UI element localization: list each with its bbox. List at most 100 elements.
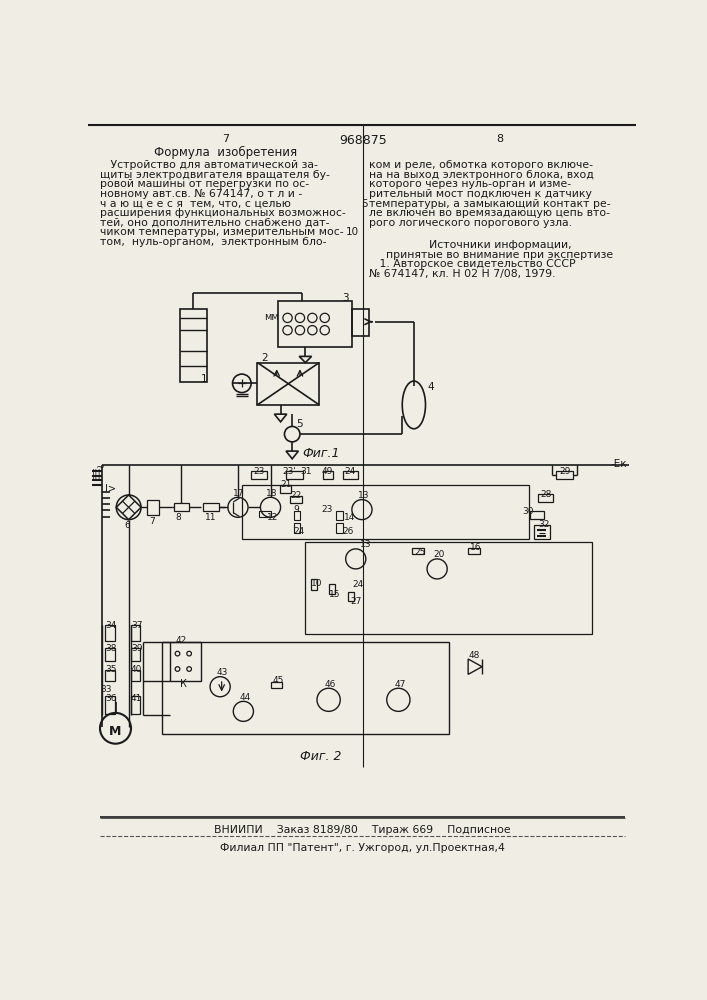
Text: 10: 10 — [311, 579, 322, 588]
Text: 27: 27 — [351, 597, 362, 606]
Bar — [534, 525, 549, 539]
Bar — [337, 523, 343, 533]
Text: 41: 41 — [131, 694, 142, 703]
Bar — [174, 503, 189, 511]
Text: ВНИИПИ    Заказ 8189/80    Тираж 669    Подписное: ВНИИПИ Заказ 8189/80 Тираж 669 Подписное — [214, 825, 511, 835]
Bar — [271, 682, 282, 688]
Text: 45: 45 — [273, 676, 284, 685]
Text: 31: 31 — [300, 466, 312, 476]
Text: 35: 35 — [105, 665, 117, 674]
Text: чиком температуры, измерительным мос-: чиком температуры, измерительным мос- — [100, 227, 344, 237]
Text: 12: 12 — [267, 513, 278, 522]
Bar — [105, 696, 115, 714]
Text: рого логического порогового узла.: рого логического порогового узла. — [369, 218, 572, 228]
Text: Фиг.1: Фиг.1 — [302, 447, 339, 460]
Bar — [468, 548, 480, 554]
Text: 16: 16 — [469, 544, 481, 552]
Text: 39: 39 — [131, 644, 143, 653]
Bar — [412, 548, 424, 554]
Text: 24: 24 — [352, 580, 363, 589]
Text: 34: 34 — [105, 620, 117, 630]
Text: ком и реле, обмотка которого включе-: ком и реле, обмотка которого включе- — [369, 160, 593, 170]
Text: № 674147, кл. Н 02 Н 7/08, 1979.: № 674147, кл. Н 02 Н 7/08, 1979. — [369, 269, 556, 279]
Text: температуры, а замыкающий контакт ре-: температуры, а замыкающий контакт ре- — [369, 199, 611, 209]
Text: которого через нуль-орган и изме-: которого через нуль-орган и изме- — [369, 179, 571, 189]
Text: 23': 23' — [282, 466, 296, 476]
Text: 28: 28 — [540, 490, 551, 499]
Text: 1: 1 — [201, 374, 207, 384]
Text: 10: 10 — [346, 227, 359, 237]
Bar — [131, 696, 140, 714]
Text: 44: 44 — [240, 693, 251, 702]
Text: 11: 11 — [204, 513, 216, 522]
Text: 36: 36 — [105, 694, 117, 703]
Text: 4: 4 — [428, 382, 434, 392]
Text: новному авт.св. № 674147, о т л и -: новному авт.св. № 674147, о т л и - — [100, 189, 303, 199]
Text: Формула  изобретения: Формула изобретения — [154, 146, 297, 159]
Text: 17: 17 — [233, 489, 245, 498]
Bar — [556, 471, 573, 479]
Text: 40: 40 — [131, 665, 142, 674]
Text: 46: 46 — [325, 680, 336, 689]
Bar — [131, 625, 140, 641]
Text: 13: 13 — [360, 540, 371, 549]
Text: 42: 42 — [175, 636, 187, 645]
Text: тей, оно дополнительно снабжено дат-: тей, оно дополнительно снабжено дат- — [100, 218, 329, 228]
Bar — [105, 648, 115, 661]
Text: 23: 23 — [321, 505, 332, 514]
Text: 24: 24 — [293, 527, 305, 536]
Bar — [286, 471, 303, 479]
Text: 29: 29 — [559, 466, 571, 476]
Text: Фиг. 2: Фиг. 2 — [300, 750, 341, 763]
Text: 1. Авторское свидетельство СССР: 1. Авторское свидетельство СССР — [369, 259, 575, 269]
Text: К: К — [180, 679, 187, 689]
Bar — [105, 625, 115, 641]
Text: 8: 8 — [175, 513, 181, 522]
Text: 6: 6 — [125, 521, 131, 530]
Bar — [251, 471, 267, 479]
Text: ~: ~ — [96, 463, 105, 473]
Bar — [329, 584, 335, 594]
Text: 13: 13 — [358, 491, 370, 500]
Text: 20: 20 — [433, 550, 445, 559]
Text: 48: 48 — [468, 651, 479, 660]
Text: 5: 5 — [296, 419, 303, 429]
Bar — [352, 309, 369, 336]
Bar — [293, 511, 300, 520]
Bar — [279, 301, 352, 347]
Bar — [146, 500, 159, 515]
Bar — [280, 485, 291, 493]
Text: Источники информации,: Источники информации, — [428, 240, 571, 250]
Text: на на выход электронного блока, вход: на на выход электронного блока, вход — [369, 170, 594, 180]
Text: 49: 49 — [322, 466, 333, 476]
Bar — [203, 503, 218, 511]
Bar — [242, 485, 529, 539]
Bar — [530, 511, 544, 519]
Text: 5: 5 — [361, 199, 368, 209]
Text: -Ек: -Ек — [610, 459, 627, 469]
Text: принятые во внимание при экспертизе: принятые во внимание при экспертизе — [386, 250, 614, 260]
Text: 9: 9 — [293, 505, 300, 514]
Text: 47: 47 — [395, 680, 406, 689]
Text: 968875: 968875 — [339, 134, 387, 147]
Bar — [337, 511, 343, 520]
Text: 15: 15 — [329, 590, 340, 599]
Text: 7: 7 — [222, 134, 229, 144]
Bar — [305, 542, 592, 634]
Text: 23: 23 — [253, 466, 265, 476]
Text: 37: 37 — [131, 620, 143, 630]
Bar — [180, 309, 207, 382]
Text: Филиал ПП "Патент", г. Ужгород, ул.Проектная,4: Филиал ПП "Патент", г. Ужгород, ул.Проек… — [221, 843, 506, 853]
Bar — [290, 496, 301, 503]
Bar — [311, 579, 317, 590]
Bar — [259, 511, 271, 517]
Bar — [105, 670, 115, 681]
Text: 38: 38 — [105, 644, 117, 653]
Bar — [343, 471, 358, 479]
Text: 43: 43 — [216, 668, 228, 677]
Text: ровой машины от перегрузки по ос-: ровой машины от перегрузки по ос- — [100, 179, 309, 189]
Bar — [162, 642, 449, 734]
Bar — [348, 592, 354, 601]
Bar — [293, 523, 300, 533]
Text: том,  нуль-органом,  электронным бло-: том, нуль-органом, электронным бло- — [100, 237, 327, 247]
